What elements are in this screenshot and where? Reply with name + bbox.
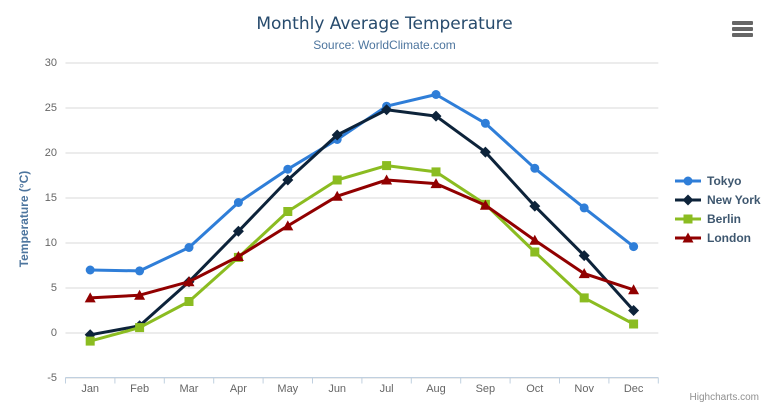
- data-point-london[interactable]: [232, 251, 244, 261]
- legend-label: New York: [707, 193, 761, 207]
- x-axis-label: Feb: [130, 383, 150, 395]
- data-point-new-york[interactable]: [430, 110, 442, 122]
- chart-subtitle: Source: WorldClimate.com: [313, 38, 456, 52]
- data-point-berlin[interactable]: [332, 175, 342, 185]
- data-point-tokyo[interactable]: [431, 90, 441, 99]
- data-point-new-york[interactable]: [282, 174, 294, 186]
- data-point-tokyo[interactable]: [579, 203, 589, 213]
- x-axis-label: Oct: [526, 383, 544, 395]
- data-point-new-york[interactable]: [232, 225, 244, 237]
- series-line-berlin[interactable]: [88, 164, 636, 343]
- data-point-london[interactable]: [84, 292, 96, 303]
- x-axis-label: Dec: [623, 383, 644, 395]
- data-point-berlin[interactable]: [431, 167, 441, 177]
- x-axis-label: Aug: [426, 383, 446, 395]
- data-point-tokyo[interactable]: [480, 118, 490, 128]
- data-point-london[interactable]: [529, 234, 541, 245]
- y-axis-label: 0: [50, 327, 57, 339]
- data-point-berlin[interactable]: [629, 319, 639, 329]
- data-point-tokyo[interactable]: [135, 266, 145, 276]
- data-point-london[interactable]: [628, 284, 640, 295]
- x-axis-label: Jul: [379, 383, 394, 395]
- data-point-tokyo[interactable]: [85, 265, 95, 275]
- data-point-london[interactable]: [578, 268, 590, 279]
- legend-marker-triangle-icon: [675, 232, 701, 243]
- legend-item-berlin[interactable]: Berlin: [674, 211, 761, 227]
- data-point-berlin[interactable]: [184, 297, 194, 306]
- data-point-tokyo[interactable]: [184, 243, 194, 252]
- data-point-tokyo[interactable]: [530, 163, 540, 173]
- data-point-berlin[interactable]: [283, 207, 293, 216]
- data-point-berlin[interactable]: [530, 247, 540, 257]
- legend-item-tokyo[interactable]: Tokyo: [674, 173, 761, 189]
- series-london[interactable]: [84, 174, 640, 303]
- x-axis-label: Mar: [179, 383, 199, 395]
- x-axis-label: Jun: [328, 383, 347, 395]
- series-line-new-york[interactable]: [88, 108, 636, 337]
- legend-label: Berlin: [707, 212, 742, 226]
- data-point-new-york[interactable]: [578, 250, 590, 262]
- y-axis-label: 10: [44, 237, 57, 249]
- series-new-york[interactable]: [84, 104, 640, 341]
- legend-marker-diamond-icon: [675, 194, 701, 206]
- data-point-berlin[interactable]: [135, 323, 145, 333]
- x-axis-label: May: [277, 383, 299, 395]
- y-axis-title: Temperature (°C): [17, 170, 31, 268]
- data-point-london[interactable]: [381, 174, 393, 185]
- series-berlin[interactable]: [85, 161, 639, 346]
- data-point-berlin[interactable]: [85, 336, 95, 346]
- data-point-tokyo[interactable]: [233, 198, 243, 207]
- data-point-new-york[interactable]: [479, 146, 491, 158]
- data-point-berlin[interactable]: [579, 293, 589, 303]
- data-point-london[interactable]: [183, 276, 195, 287]
- series-tokyo[interactable]: [85, 90, 639, 276]
- data-point-new-york[interactable]: [331, 129, 343, 141]
- data-point-tokyo[interactable]: [283, 164, 293, 174]
- series-line-london[interactable]: [88, 178, 636, 300]
- x-axis-label: Apr: [229, 383, 247, 395]
- chart-title: Monthly Average Temperature: [256, 14, 513, 34]
- y-axis-label: 5: [50, 282, 57, 294]
- y-axis-label: 30: [44, 57, 57, 69]
- legend-label: Tokyo: [707, 174, 742, 188]
- legend-item-new-york[interactable]: New York: [674, 192, 761, 208]
- legend: Tokyo New York Berlin London: [674, 173, 761, 246]
- credits-link[interactable]: Highcharts.com: [689, 392, 759, 403]
- hamburger-menu-icon[interactable]: [732, 21, 753, 37]
- y-axis-label: 20: [44, 147, 57, 159]
- data-point-tokyo[interactable]: [629, 242, 639, 252]
- data-point-new-york[interactable]: [381, 104, 393, 116]
- y-axis-label: 25: [44, 102, 57, 114]
- data-point-london[interactable]: [134, 289, 146, 300]
- y-axis-label: -5: [47, 372, 57, 384]
- data-point-london[interactable]: [479, 199, 491, 210]
- data-point-new-york[interactable]: [529, 200, 541, 212]
- data-point-berlin[interactable]: [382, 161, 392, 171]
- data-point-london[interactable]: [430, 178, 442, 189]
- y-axis-label: 15: [44, 192, 57, 204]
- data-point-london[interactable]: [331, 190, 343, 201]
- legend-item-london[interactable]: London: [674, 230, 761, 246]
- x-axis-label: Nov: [574, 383, 594, 395]
- legend-label: London: [707, 231, 751, 245]
- x-axis-label: Sep: [475, 383, 496, 395]
- data-point-new-york[interactable]: [628, 305, 640, 316]
- legend-marker-circle-icon: [675, 176, 701, 186]
- legend-marker-square-icon: [675, 214, 701, 224]
- data-point-london[interactable]: [282, 220, 294, 231]
- x-axis-label: Jan: [81, 383, 100, 395]
